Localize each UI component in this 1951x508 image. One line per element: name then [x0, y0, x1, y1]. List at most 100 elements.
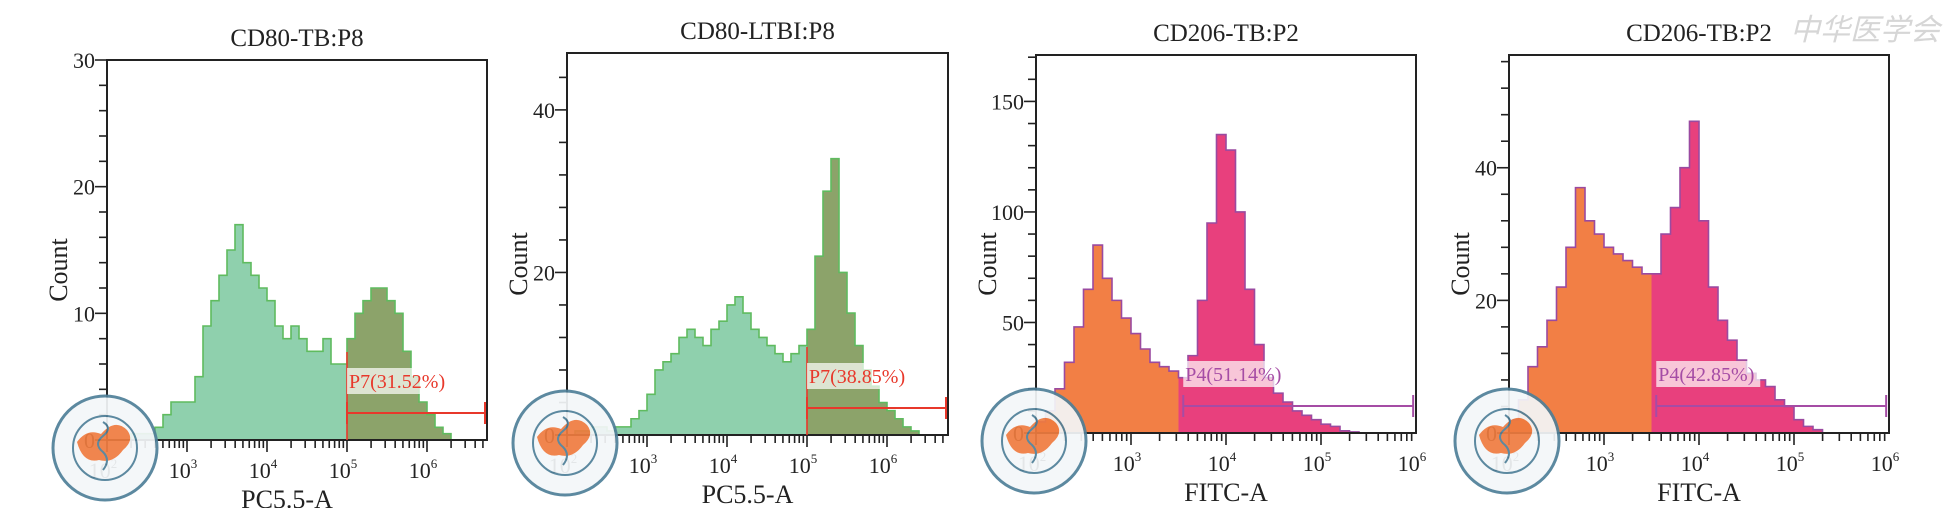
histogram-bar [703, 345, 712, 435]
x-tick-label: 105 [789, 451, 818, 478]
histogram-bar [1121, 318, 1132, 433]
x-tick-base: 10 [789, 453, 811, 478]
histogram-bar [671, 353, 680, 435]
seal-inner-ring [1001, 408, 1067, 474]
gate-P7: P7(31.52%) [346, 352, 486, 440]
x-tick-base: 10 [1113, 451, 1135, 476]
histogram-bar [291, 326, 300, 440]
x-tick-base: 10 [249, 458, 271, 483]
x-tick-exponent: 4 [271, 456, 278, 471]
histogram-bar [211, 300, 220, 440]
histogram-bar [275, 326, 284, 440]
x-axis-label: PC5.5-A [241, 485, 333, 508]
x-tick-label: 103 [1113, 449, 1142, 476]
histogram-bar [163, 414, 172, 440]
histogram-bar [751, 329, 760, 435]
histogram-bar [339, 364, 348, 440]
histogram-bar [1340, 430, 1350, 433]
histogram-bar [1112, 300, 1122, 433]
gate-label: P7(31.52%) [349, 371, 445, 393]
histogram-bar [719, 321, 728, 435]
x-tick-exponent: 3 [1135, 449, 1142, 464]
histogram-bar [251, 275, 260, 440]
histogram-bar [1074, 326, 1084, 433]
x-tick-exponent: 3 [651, 451, 658, 466]
histogram-bar [1311, 419, 1322, 433]
x-tick-label: 103 [1586, 449, 1615, 476]
histogram-bar [1699, 220, 1709, 433]
histogram-bar [799, 345, 808, 435]
y-tick-label: 20 [533, 260, 555, 285]
histogram-bar [403, 351, 412, 440]
histogram-bar [419, 402, 428, 440]
histogram-bar [735, 296, 744, 435]
histogram-bar [1775, 399, 1785, 433]
histogram-bar [679, 337, 688, 435]
histogram-bar [1159, 366, 1170, 433]
histogram-bar [1642, 273, 1652, 433]
histogram-panel-3: CD206-TB:P2050100150Count102103104105106… [973, 20, 1427, 507]
x-tick-exponent: 3 [191, 456, 198, 471]
x-tick-label: 105 [1303, 449, 1332, 476]
histogram-bar [1188, 355, 1198, 433]
histogram-bar [823, 191, 832, 435]
histogram-bar [155, 427, 164, 440]
seal-map-shape [77, 424, 131, 461]
histogram-bar [831, 158, 840, 435]
histogram-bar [1670, 207, 1681, 433]
x-tick-label: 106 [1398, 449, 1427, 476]
histogram-bar [179, 402, 188, 440]
y-axis-label: Count [504, 231, 533, 295]
gate-label-background [1656, 361, 1761, 387]
histogram-bar [1794, 419, 1804, 433]
seal-inner-ring [1474, 408, 1540, 474]
histogram-bar [879, 402, 888, 435]
x-tick-exponent: 4 [731, 451, 738, 466]
histogram-bar [243, 262, 252, 440]
chart-title: CD206-TB:P2 [1153, 20, 1299, 47]
histogram-bar [227, 250, 236, 440]
x-tick-exponent: 3 [1608, 449, 1615, 464]
y-tick-label: 40 [1475, 156, 1497, 181]
histogram-bar [1575, 187, 1586, 433]
x-tick-exponent: 5 [1325, 449, 1332, 464]
y-axis-label: Count [44, 237, 73, 301]
histogram-bar [871, 386, 880, 435]
x-axis-label: PC5.5-A [702, 480, 794, 508]
gate-P4: P4(51.14%) [1182, 361, 1415, 417]
histogram-bar [411, 376, 420, 440]
histogram-bar [1765, 386, 1776, 433]
chinese-medical-association-seal [980, 387, 1088, 495]
histogram-bar [1083, 289, 1094, 433]
histogram-bar [1566, 247, 1576, 433]
x-tick-base: 10 [709, 453, 731, 478]
histogram-panel-2: CD80-LTBI:P802040Count102103104105106PC5… [504, 18, 949, 508]
histogram-bar [187, 402, 196, 440]
y-tick-label: 150 [991, 89, 1024, 114]
histogram-bar [767, 345, 776, 435]
histogram-bar [331, 364, 340, 440]
histogram-panel-4: CD206-TB:P202040Count102103104105106FITC… [1446, 20, 1900, 507]
x-tick-label: 103 [169, 456, 198, 483]
histogram-bar [1547, 320, 1557, 433]
histogram-bar [1537, 346, 1548, 433]
histogram-bar [1746, 373, 1757, 433]
gate-label: P4(51.14%) [1185, 364, 1281, 386]
histogram-bar [639, 410, 648, 435]
histogram-bar [427, 414, 436, 440]
x-tick-base: 10 [869, 453, 891, 478]
chart-title: CD80-TB:P8 [230, 25, 363, 52]
chinese-medical-association-seal [511, 389, 619, 497]
histogram-bar [1131, 333, 1141, 433]
histogram-bar [379, 288, 388, 440]
histogram-bar [791, 353, 800, 435]
seal-map-shape [1006, 417, 1060, 454]
histogram-bar [711, 329, 720, 435]
histogram-bar [1330, 426, 1341, 433]
histogram-bar [1689, 121, 1700, 433]
histogram-panel-1: CD80-TB:P80102030Count102103104105106PC5… [44, 25, 488, 508]
x-axis-label: FITC-A [1657, 478, 1741, 507]
histogram-bar [219, 275, 228, 440]
x-tick-label: 104 [249, 456, 278, 483]
histogram-bar [1661, 234, 1671, 433]
